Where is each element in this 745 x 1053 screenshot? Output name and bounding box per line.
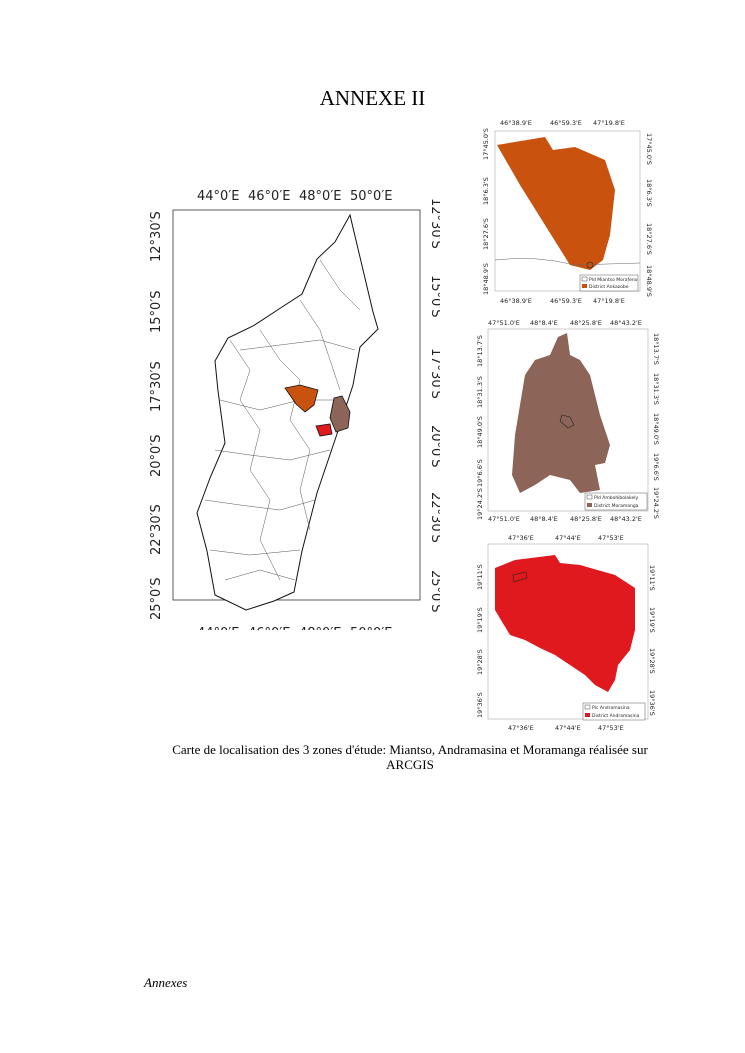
lon-tick: 47°44'E [555, 724, 581, 730]
district-moramanga [329, 395, 351, 433]
lat-tick: 19°24.2'S [652, 487, 660, 519]
lat-tick: 18°48.9'S [482, 263, 490, 295]
legend-label: District Moramanga [594, 503, 639, 509]
inset-map-andramasina: 47°36'E 47°44'E 47°53'E 47°36'E 47°44'E … [476, 534, 656, 730]
page-footer: Annexes [144, 975, 188, 990]
lon-tick: 46°38.9'E [500, 297, 532, 305]
district-ankazobe [284, 384, 319, 413]
lat-tick: 19°11'S [648, 565, 656, 591]
lat-tick-left: 12°30′S [149, 211, 164, 262]
lat-tick-right: 20°0′S [428, 425, 440, 468]
lon-tick: 47°53'E [598, 724, 624, 730]
lon-tick-top: 50°0′E [350, 189, 392, 204]
inset-map-moramanga: 47°51.0'E 48°8.4'E 48°25.8'E 48°43.2'E 4… [476, 319, 660, 523]
lat-tick: 19°19'S [476, 607, 484, 633]
lat-tick: 17°45.0'S [645, 133, 653, 165]
lat-tick-right: 17°30′S [428, 348, 440, 399]
lon-tick: 46°59.3'E [550, 119, 582, 127]
lat-tick: 18°27.6'S [645, 223, 653, 255]
lat-tick: 19°11'S [476, 564, 484, 590]
lat-tick: 19°6.6'S [476, 459, 484, 487]
district-boundaries [204, 259, 361, 581]
district-ankazobe-shape [497, 137, 615, 270]
district-moramanga-shape [512, 333, 610, 493]
lon-tick-bottom: 44°0′E [197, 626, 239, 630]
lon-tick: 47°19.8'E [593, 119, 625, 127]
legend-label: District Andramasina [592, 713, 640, 719]
district-andramasina-shape [495, 555, 635, 692]
legend-label: Plc Andramasina [592, 705, 630, 711]
lat-tick: 19°19'S [648, 607, 656, 633]
lon-tick: 47°36'E [508, 724, 534, 730]
pld-marker [586, 261, 594, 269]
lat-tick: 19°36'S [476, 692, 484, 718]
lon-tick: 46°38.9'E [500, 119, 532, 127]
lat-tick: 17°45.0'S [482, 128, 490, 160]
lon-tick: 47°36'E [508, 534, 534, 542]
lat-tick: 18°6.3'S [645, 179, 653, 207]
lon-tick: 47°51.0'E [488, 319, 520, 327]
lon-tick: 48°43.2'E [610, 515, 642, 523]
lat-tick: 18°31.3'S [652, 373, 660, 405]
lat-tick-left: 25°0′S [149, 577, 164, 620]
lat-tick: 19°36'S [648, 690, 656, 716]
lat-tick-left: 20°0′S [149, 434, 164, 477]
legend: Pld Miantso Morafeno District Ankazobe [579, 274, 639, 292]
legend-label: District Ankazobe [589, 284, 629, 290]
lon-tick-top: 46°0′E [248, 189, 290, 204]
lat-tick-right: 15°0′S [428, 275, 440, 318]
lat-tick-left: 22°30′S [149, 504, 164, 555]
lat-tick: 18°6.3'S [482, 177, 490, 205]
lat-tick: 18°49.0'S [652, 413, 660, 445]
lon-tick: 47°53'E [598, 534, 624, 542]
lon-tick: 46°59.3'E [550, 297, 582, 305]
madagascar-outline [196, 213, 379, 611]
lat-tick: 19°6.6'S [652, 453, 660, 481]
lon-tick: 47°51.0'E [488, 515, 520, 523]
lat-tick: 18°31.3'S [476, 376, 484, 408]
lat-tick-left: 17°30′S [149, 361, 164, 412]
lat-tick: 19°28'S [476, 649, 484, 675]
pld-marker [559, 414, 575, 429]
lon-tick: 48°8.4'E [530, 515, 558, 523]
lat-tick: 18°13.7'S [476, 335, 484, 367]
lat-tick: 18°13.7'S [652, 333, 660, 365]
madagascar-map: 44°0′E 46°0′E 48°0′E 50°0′E 44°0′E 46°0′… [149, 189, 440, 630]
lon-tick: 48°25.8'E [570, 515, 602, 523]
legend: Plc Andramasina District Andramasina [582, 702, 646, 721]
lon-tick: 48°8.4'E [530, 319, 558, 327]
lon-tick-top: 48°0′E [299, 189, 341, 204]
lon-tick: 47°19.8'E [593, 297, 625, 305]
page-title: ANNEXE II [319, 86, 426, 110]
lat-tick-left: 15°0′S [149, 290, 164, 333]
lat-tick-right: 12°30′S [428, 198, 440, 249]
lon-tick: 48°43.2'E [610, 319, 642, 327]
inset-map-ankazobe: 46°38.9'E 46°59.3'E 47°19.8'E 46°38.9'E … [482, 119, 653, 305]
lon-tick-top: 44°0′E [197, 189, 239, 204]
lat-tick: 18°27.6'S [482, 218, 490, 250]
lon-tick: 47°44'E [555, 534, 581, 542]
lat-tick: 18°49.0'S [476, 416, 484, 448]
lat-tick: 19°28'S [648, 648, 656, 674]
lon-tick-bottom: 48°0′E [299, 626, 341, 630]
legend-label: Pld Ambohibolakely [594, 495, 639, 501]
lon-tick: 48°25.8'E [570, 319, 602, 327]
legend-label: Pld Miantso Morafeno [589, 277, 638, 283]
lat-tick-right: 25°0′S [428, 570, 440, 613]
lat-tick: 19°24.2'S [476, 488, 484, 520]
lon-tick-bottom: 46°0′E [248, 626, 290, 630]
legend: Pld Ambohibolakely District Moramanga [584, 492, 648, 511]
lon-tick-bottom: 50°0′E [350, 626, 392, 630]
district-andramasina [315, 423, 333, 437]
lat-tick: 18°48.9'S [645, 265, 653, 297]
plc-marker [512, 571, 528, 583]
lat-tick-right: 22°30′S [428, 492, 440, 543]
figure-caption: Carte de localisation des 3 zones d'étud… [172, 742, 648, 772]
